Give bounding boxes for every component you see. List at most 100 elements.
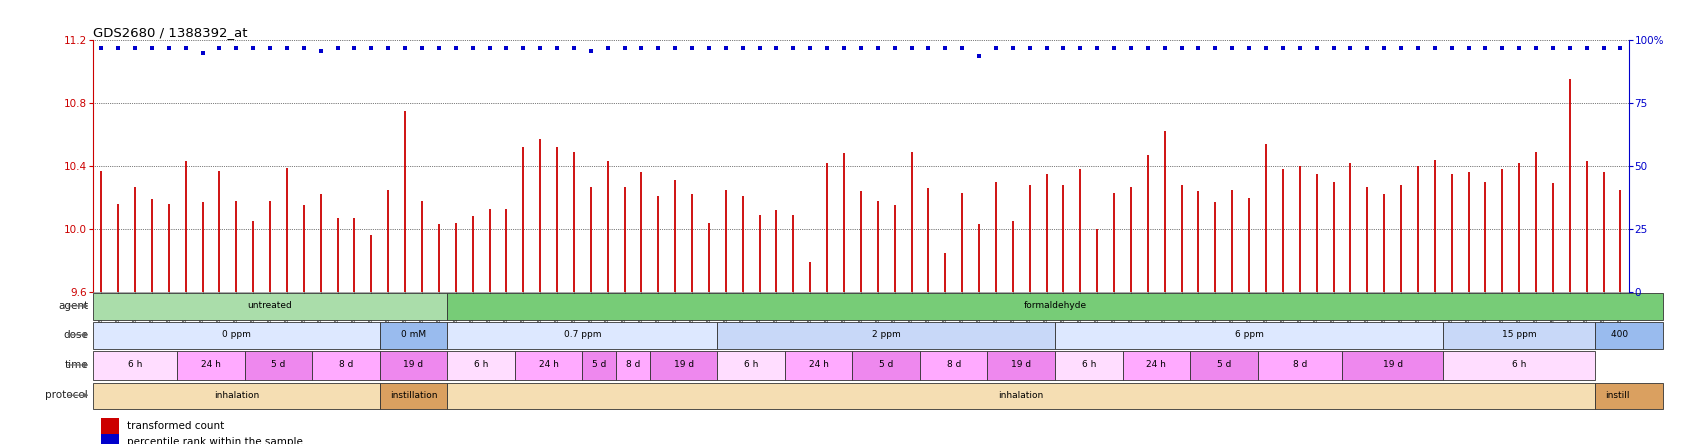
Text: 8 d: 8 d: [1293, 361, 1307, 369]
Point: [1219, 44, 1246, 52]
Point: [1320, 44, 1347, 52]
Point: [594, 44, 621, 52]
Bar: [1595, 322, 1663, 349]
Bar: [93, 383, 380, 409]
Bar: [312, 351, 380, 380]
Point: [797, 44, 824, 52]
Point: [1050, 44, 1077, 52]
Point: [122, 44, 149, 52]
Text: 19 d: 19 d: [1011, 361, 1031, 369]
Text: 24 h: 24 h: [1146, 361, 1166, 369]
Bar: [650, 351, 717, 380]
Point: [898, 44, 925, 52]
Bar: [447, 322, 717, 349]
Text: instillation: instillation: [1605, 391, 1653, 400]
Point: [1556, 44, 1583, 52]
Bar: [447, 351, 515, 380]
Point: [1185, 44, 1212, 52]
Text: 6 ppm: 6 ppm: [1234, 330, 1264, 339]
Point: [982, 44, 1009, 52]
Point: [1151, 44, 1178, 52]
Bar: [1055, 351, 1123, 380]
Bar: [93, 293, 447, 320]
Point: [1202, 44, 1229, 52]
Point: [1016, 44, 1043, 52]
Text: instillation: instillation: [390, 391, 437, 400]
Point: [493, 44, 520, 52]
Point: [459, 44, 486, 52]
Point: [830, 44, 858, 52]
Text: transformed count: transformed count: [127, 421, 225, 431]
Point: [273, 44, 300, 52]
Text: 5 d: 5 d: [879, 361, 893, 369]
Point: [1438, 44, 1465, 52]
Point: [1404, 44, 1431, 52]
Point: [1236, 44, 1263, 52]
Bar: [1190, 351, 1258, 380]
Text: 6 h: 6 h: [128, 361, 142, 369]
Point: [392, 44, 419, 52]
Point: [375, 44, 402, 52]
Text: untreated: untreated: [248, 301, 292, 310]
Text: inhalation: inhalation: [214, 391, 258, 400]
Point: [172, 44, 199, 52]
Point: [1337, 44, 1364, 52]
Point: [408, 44, 436, 52]
Text: 24 h: 24 h: [201, 361, 221, 369]
Point: [560, 44, 587, 52]
Point: [257, 44, 284, 52]
Point: [966, 52, 993, 59]
Point: [1286, 44, 1313, 52]
Point: [1539, 44, 1566, 52]
Text: 6 h: 6 h: [1512, 361, 1526, 369]
Text: 15 ppm: 15 ppm: [1502, 330, 1536, 339]
Point: [662, 44, 689, 52]
Bar: [447, 383, 1595, 409]
Point: [763, 44, 790, 52]
Point: [138, 44, 165, 52]
Point: [712, 44, 739, 52]
Point: [949, 44, 976, 52]
Bar: [1443, 322, 1595, 349]
Point: [1269, 44, 1296, 52]
Point: [628, 44, 655, 52]
Bar: [920, 351, 987, 380]
Point: [307, 48, 334, 55]
Bar: [101, 418, 118, 434]
Bar: [852, 351, 920, 380]
Point: [105, 44, 132, 52]
Bar: [245, 351, 312, 380]
Point: [864, 44, 891, 52]
Text: 24 h: 24 h: [809, 361, 829, 369]
Bar: [93, 351, 177, 380]
Point: [341, 44, 368, 52]
Text: dose: dose: [64, 330, 88, 340]
Point: [510, 44, 537, 52]
Point: [155, 44, 182, 52]
Text: 19 d: 19 d: [1382, 361, 1403, 369]
Text: inhalation: inhalation: [999, 391, 1043, 400]
Point: [1033, 44, 1060, 52]
Bar: [380, 322, 447, 349]
Text: 6 h: 6 h: [474, 361, 488, 369]
Point: [442, 44, 469, 52]
Text: 8 d: 8 d: [947, 361, 960, 369]
Bar: [717, 351, 785, 380]
Text: 2 ppm: 2 ppm: [871, 330, 901, 339]
Point: [527, 44, 554, 52]
Point: [1388, 44, 1415, 52]
Bar: [380, 383, 447, 409]
Point: [425, 44, 452, 52]
Point: [189, 49, 216, 56]
Point: [999, 44, 1026, 52]
Point: [290, 44, 317, 52]
Point: [358, 44, 385, 52]
Point: [780, 44, 807, 52]
Point: [1084, 44, 1111, 52]
Text: 8 d: 8 d: [626, 361, 640, 369]
Point: [1303, 44, 1330, 52]
Point: [881, 44, 908, 52]
Bar: [717, 322, 1055, 349]
Point: [577, 48, 604, 55]
Text: 8 d: 8 d: [339, 361, 353, 369]
